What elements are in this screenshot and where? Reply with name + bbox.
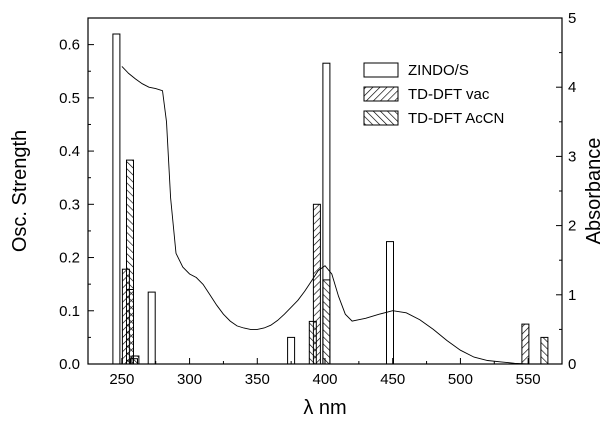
bar-td-dft-accn-1 <box>132 356 139 364</box>
legend-swatch-zindo <box>364 63 398 77</box>
bar-zindo-s-0 <box>113 34 120 364</box>
plot-area <box>88 18 562 364</box>
y-axis-right: 0 1 2 3 4 5 <box>556 10 576 373</box>
x-tick-label: 450 <box>380 371 405 388</box>
y2-tick-label: 1 <box>568 287 576 304</box>
x-tick-label: 500 <box>448 371 473 388</box>
legend-label-zindo: ZINDO/S <box>408 62 469 79</box>
x-tick-label: 550 <box>516 371 541 388</box>
y-tick-label: 0.3 <box>59 196 80 213</box>
bar-td-dft-accn-4 <box>541 337 548 364</box>
y2-tick-label: 2 <box>568 218 576 235</box>
y-tick-label: 0.2 <box>59 250 80 267</box>
y-tick-label: 0.6 <box>59 37 80 54</box>
y-tick-label: 0.0 <box>59 356 80 373</box>
x-tick-label: 350 <box>245 371 270 388</box>
x-tick-label: 250 <box>109 371 134 388</box>
bar-td-dft-accn-2 <box>309 321 316 364</box>
y2-tick-label: 4 <box>568 79 576 96</box>
y-tick-label: 0.1 <box>59 303 80 320</box>
x-axis: 250 300 350 400 450 500 550 <box>88 358 562 388</box>
legend-label-tddft-accn: TD-DFT AcCN <box>408 110 504 127</box>
bar-td-dft-accn-0 <box>127 160 134 364</box>
legend: ZINDO/S TD-DFT vac TD-DFT AcCN <box>364 62 504 127</box>
bar-zindo-s-3 <box>288 337 295 364</box>
y-tick-label: 0.5 <box>59 90 80 107</box>
y2-tick-label: 5 <box>568 10 576 27</box>
x-tick-label: 400 <box>312 371 337 388</box>
bar-zindo-s-5 <box>387 242 394 364</box>
bars-layer <box>113 34 548 364</box>
y-axis-title-right: Absorbance <box>583 138 605 245</box>
y2-tick-label: 0 <box>568 356 576 373</box>
y-axis-title-left: Osc. Strength <box>9 130 31 252</box>
bar-zindo-s-2 <box>148 292 155 364</box>
y-tick-label: 0.4 <box>59 143 80 160</box>
bar-td-dft-accn-3 <box>323 280 330 364</box>
legend-swatch-tddft-accn <box>364 111 398 125</box>
x-tick-label: 300 <box>177 371 202 388</box>
legend-label-tddft-vac: TD-DFT vac <box>408 86 490 103</box>
y2-tick-label: 3 <box>568 148 576 165</box>
legend-swatch-tddft-vac <box>364 87 398 101</box>
x-axis-title: λ nm <box>303 397 346 419</box>
y-axis-left: 0.0 0.1 0.2 0.3 0.4 0.5 0.6 <box>59 18 94 373</box>
